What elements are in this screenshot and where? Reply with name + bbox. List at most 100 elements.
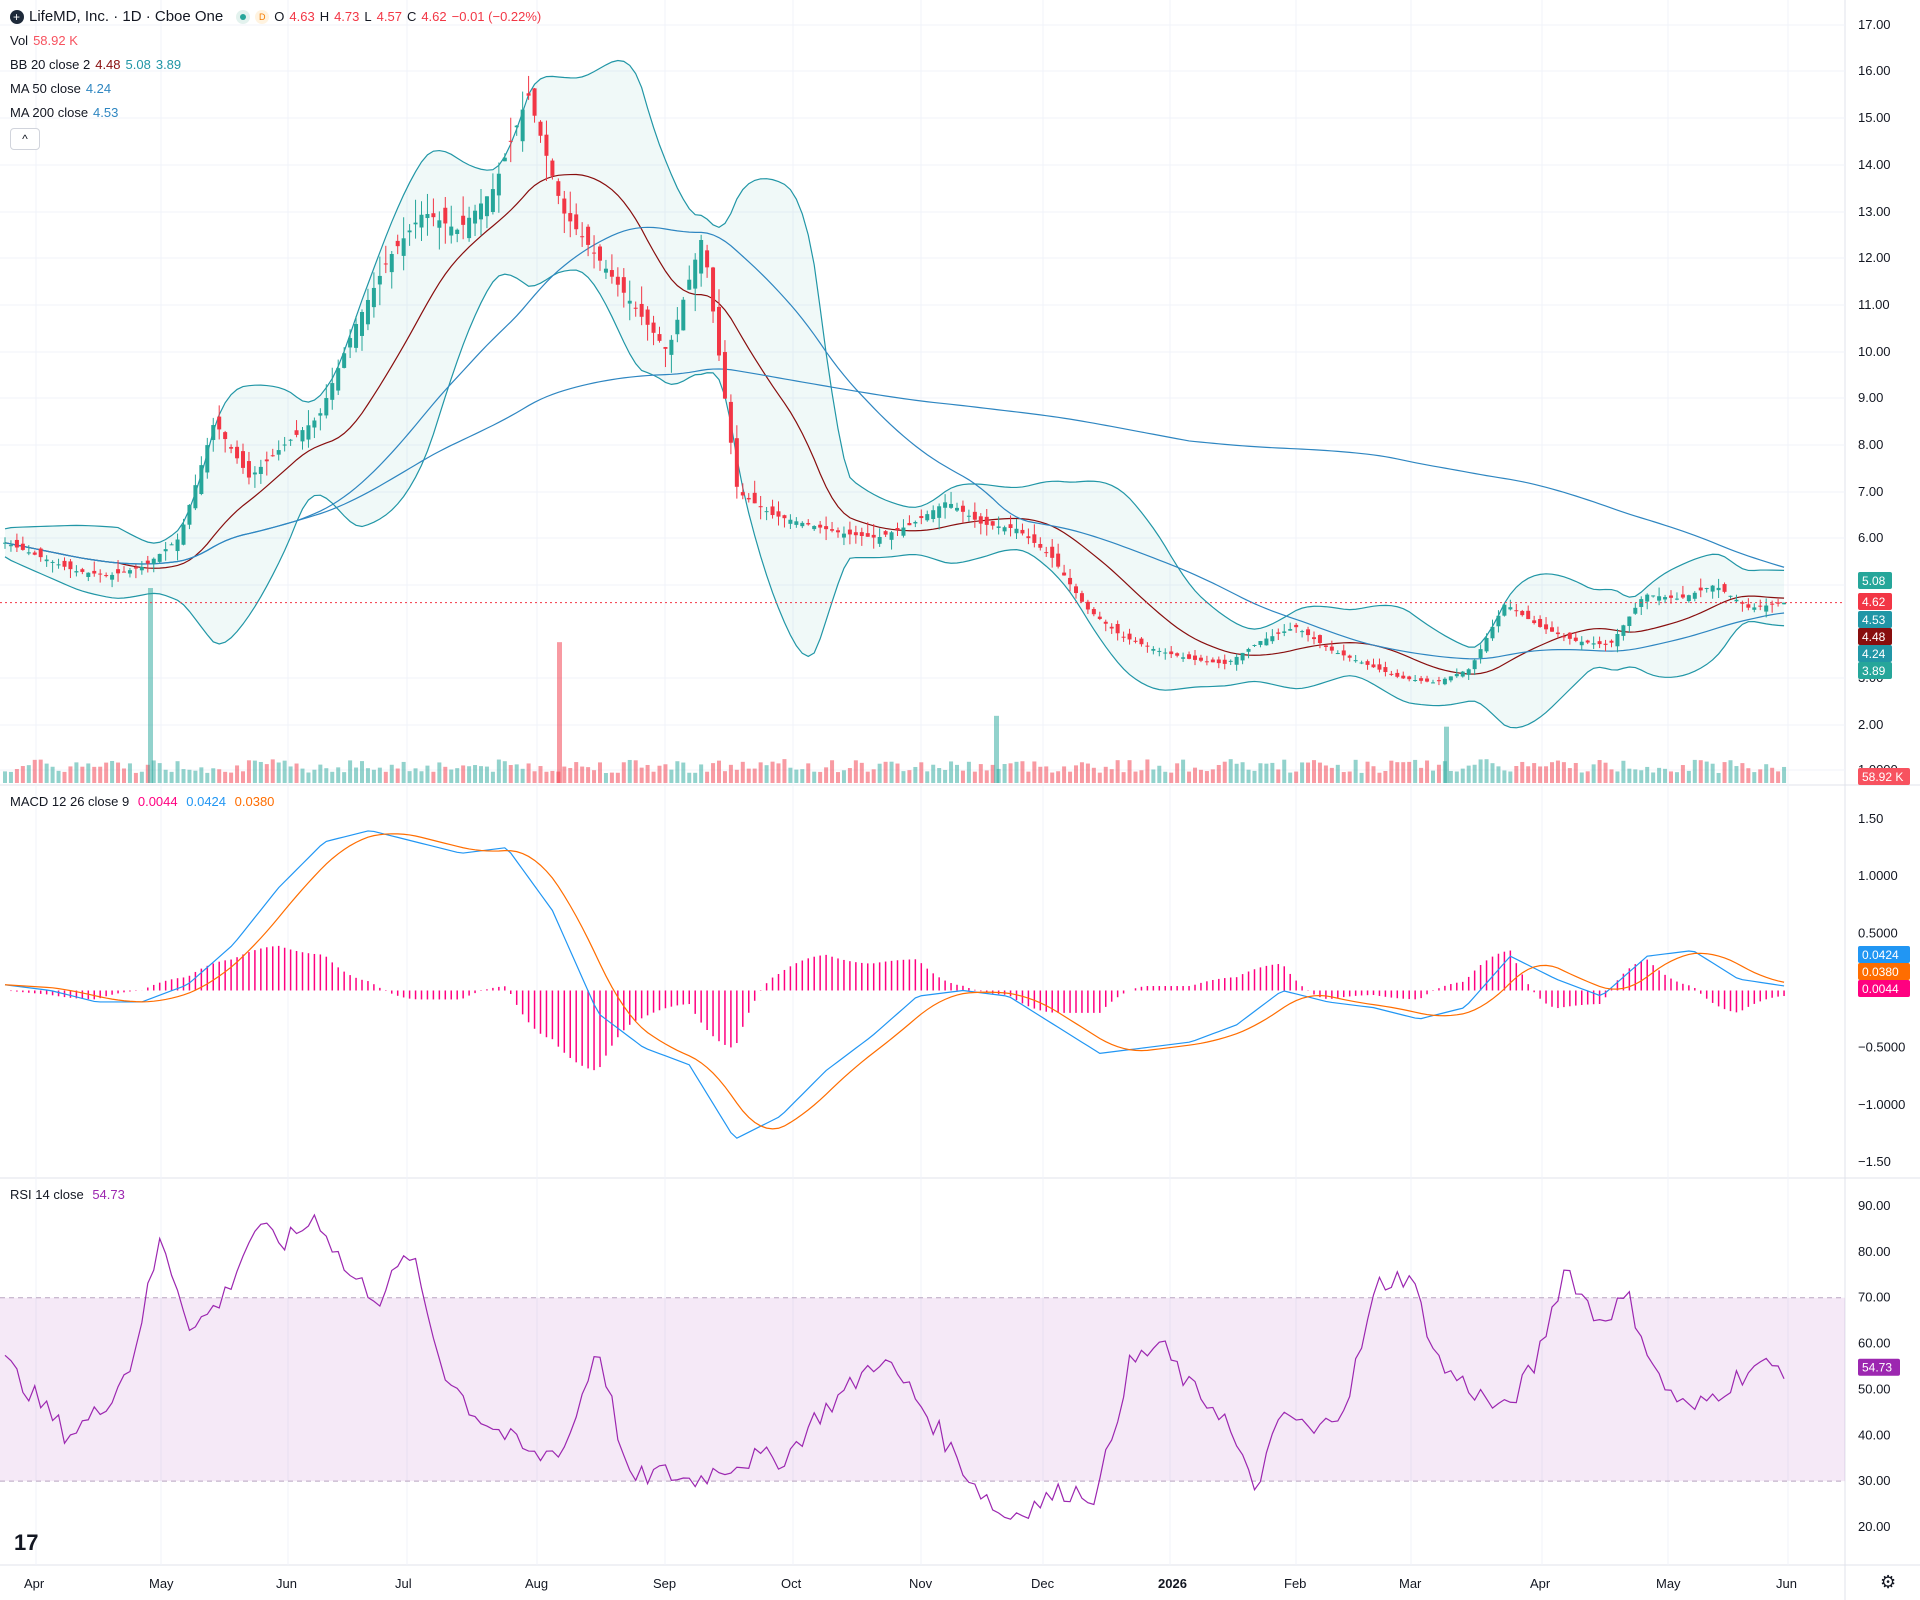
candle-body [8,545,13,547]
volume-bar [699,764,704,783]
candle-body [1555,632,1560,635]
candle-body [1187,654,1192,659]
vol-legend[interactable]: Vol 58.92 K [10,29,546,53]
candle-body [1502,604,1507,616]
price-tick-label: 17.00 [1858,17,1891,32]
candle-body [348,338,353,348]
volume-bar [990,764,995,783]
collapse-legend-button[interactable]: ^ [10,128,40,150]
ohlc-h-label: H [319,9,330,24]
bb-label: BB 20 close 2 [10,57,91,72]
volume-bar [639,767,644,783]
time-tick-label: Mar [1399,1576,1422,1591]
volume-bar [1740,763,1745,783]
macd-legend[interactable]: MACD 12 26 close 9 0.0044 0.0424 0.0380 [10,790,279,814]
time-tick-label: Jul [395,1576,412,1591]
volume-bar [1502,770,1507,783]
volume-bar [1585,771,1590,783]
candle-body [1062,572,1067,576]
volume-bar [443,766,448,783]
volume-bar [139,771,144,783]
volume-bar [1508,771,1513,783]
rsi-legend[interactable]: RSI 14 close 54.73 [10,1183,130,1207]
candle-body [1425,678,1430,682]
rsi-tick-label: 70.00 [1858,1290,1891,1305]
macd-scale-tag-label: 0.0044 [1862,982,1899,996]
candle-body [657,334,662,341]
volume-bar [1347,771,1352,783]
candle-body [675,319,680,335]
volume-bar [348,760,353,783]
candle-body [187,504,192,525]
volume-bar [455,768,460,783]
volume-bar [1758,769,1763,783]
candle-body [812,526,817,530]
ma200-line [4,368,1785,568]
volume-bar [1353,759,1358,783]
candle-body [639,303,644,317]
candle-body [229,447,234,449]
candle-body [1454,674,1459,677]
price-tick-label: 7.00 [1858,484,1883,499]
symbol-title[interactable]: LifeMD, Inc. · 1D · Cboe One [29,8,224,25]
candle-body [1782,602,1787,605]
candle-body [276,450,281,455]
volume-bar [1722,762,1727,783]
volume-bar [395,768,400,783]
volume-bar [693,772,698,783]
volume-bar [1157,765,1162,783]
ma50-legend[interactable]: MA 50 close 4.24 [10,77,546,101]
volume-bar [92,766,97,783]
volume-bar [181,769,186,783]
candle-body [502,157,507,162]
candle-body [1169,651,1174,655]
volume-bar [1317,762,1322,783]
ma50-value: 4.24 [85,81,112,96]
volume-bar [1460,768,1465,783]
rsi-tick-label: 60.00 [1858,1336,1891,1351]
volume-bar [1472,764,1477,783]
gear-icon[interactable]: ⚙ [1880,1572,1897,1592]
volume-bar [1139,770,1144,783]
candle-body [955,507,959,511]
candle-body [663,347,668,349]
ohlc-change: −0.01 (−0.22%) [451,9,542,24]
volume-bar [1657,767,1662,783]
candle-body [104,575,109,577]
candle-body [1383,667,1388,673]
volume-bar [669,769,674,783]
candle-body [841,533,846,538]
volume-bar [1573,762,1578,783]
tradingview-logo[interactable]: 17 [14,1530,39,1555]
rsi-value: 54.73 [92,1187,125,1202]
volume-bar [1383,770,1388,783]
candle-body [1026,536,1031,539]
volume-bar [663,764,668,783]
volume-bar [913,766,918,783]
candle-body [223,432,228,440]
candle-body [1669,595,1673,598]
volume-bar [50,766,55,783]
candle-body [514,125,519,128]
price-tick-label: 2.00 [1858,717,1883,732]
volume-bar [1651,772,1656,783]
candle-body [437,220,442,228]
price-scale-tag-label: 58.92 K [1862,770,1903,784]
candle-body [330,383,335,400]
candle-body [782,515,787,519]
candle-body [1532,620,1537,624]
volume-bar [651,771,656,783]
ma200-legend[interactable]: MA 200 close 4.53 [10,101,546,125]
volume-bar [1496,766,1501,783]
candle-body [1014,528,1019,534]
candle-body [1306,629,1311,636]
candle-body [877,536,882,544]
candle-body [1300,631,1305,633]
bb-legend[interactable]: BB 20 close 2 4.48 5.08 3.89 [10,53,546,77]
volume-spike-bar [557,642,562,783]
candle-body [199,465,204,494]
candle-body [1496,615,1501,627]
time-tick-label: May [149,1576,174,1591]
candle-body [1050,546,1055,558]
